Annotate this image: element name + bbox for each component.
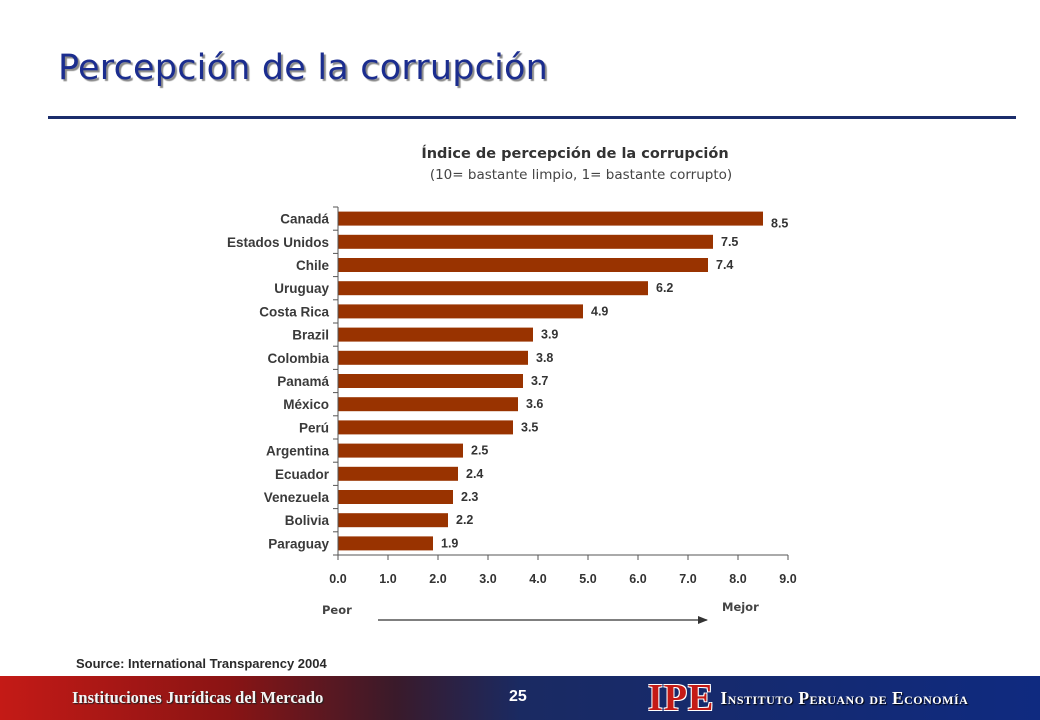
bar [338, 211, 763, 226]
bar [338, 234, 713, 249]
ipe-logo-text: Instituto Peruano de Economía [720, 687, 969, 708]
category-label: Bolivia [285, 513, 330, 528]
x-tick-label: 4.0 [529, 572, 546, 586]
category-label: Costa Rica [259, 304, 329, 319]
slide-title: Percepción de la corrupción [58, 48, 549, 88]
value-label: 2.3 [461, 490, 478, 504]
chart-subtitle: (10= bastante limpio, 1= bastante corrup… [430, 167, 732, 183]
category-label: Paraguay [268, 536, 329, 551]
x-tick-label: 0.0 [329, 572, 346, 586]
x-tick-label: 6.0 [629, 572, 646, 586]
category-label: Estados Unidos [227, 235, 329, 250]
bar [338, 466, 458, 481]
bar [338, 327, 533, 342]
value-label: 8.5 [771, 217, 788, 231]
value-label: 3.5 [521, 420, 538, 434]
bar [338, 490, 453, 504]
worse-label: Peor [322, 603, 352, 617]
value-label: 3.8 [536, 351, 553, 365]
category-label: Perú [299, 420, 329, 435]
better-label: Mejor [722, 600, 759, 614]
category-label: Colombia [267, 351, 329, 366]
x-tick-label: 7.0 [679, 572, 696, 586]
category-label: México [283, 397, 329, 412]
category-label: Chile [296, 258, 329, 273]
bar [338, 420, 513, 435]
x-tick-label: 3.0 [479, 572, 496, 586]
bar [338, 536, 433, 551]
value-label: 7.5 [721, 235, 738, 249]
value-label: 3.9 [541, 328, 558, 342]
title-divider [48, 116, 1016, 119]
bar [338, 397, 518, 412]
ipe-logo: IPE Instituto Peruano de Economía [648, 678, 968, 718]
category-label: Canadá [280, 212, 329, 227]
footer-course-title: Instituciones Jurídicas del Mercado [72, 688, 324, 707]
x-tick-label: 5.0 [579, 572, 596, 586]
value-label: 2.2 [456, 513, 473, 527]
category-label: Brazil [292, 328, 329, 343]
value-label: 3.7 [531, 374, 548, 388]
x-tick-label: 9.0 [779, 572, 796, 586]
bar [338, 443, 463, 458]
value-label: 3.6 [526, 397, 543, 411]
ipe-logo-mark: IPE [648, 677, 715, 719]
bar [338, 374, 523, 388]
category-label: Uruguay [274, 281, 329, 296]
page-number: 25 [509, 688, 527, 705]
category-label: Argentina [266, 444, 329, 459]
bar [338, 350, 528, 365]
value-label: 7.4 [716, 258, 733, 272]
x-tick-label: 1.0 [379, 572, 396, 586]
category-label: Ecuador [275, 467, 330, 482]
value-label: 2.5 [471, 444, 488, 458]
bar [338, 513, 448, 528]
value-label: 6.2 [656, 281, 673, 295]
source-note: Source: International Transparency 2004 [76, 656, 327, 671]
bar [338, 304, 583, 319]
category-label: Panamá [277, 374, 329, 389]
chart-title: Índice de percepción de la corrupción [421, 145, 728, 162]
category-label: Venezuela [264, 490, 330, 505]
footer-bar: Instituciones Jurídicas del Mercado 25 I… [0, 676, 1040, 720]
value-label: 4.9 [591, 304, 608, 318]
x-tick-label: 8.0 [729, 572, 746, 586]
x-tick-label: 2.0 [429, 572, 446, 586]
bar [338, 281, 648, 296]
value-label: 2.4 [466, 467, 483, 481]
bar [338, 258, 708, 272]
value-label: 1.9 [441, 536, 458, 550]
